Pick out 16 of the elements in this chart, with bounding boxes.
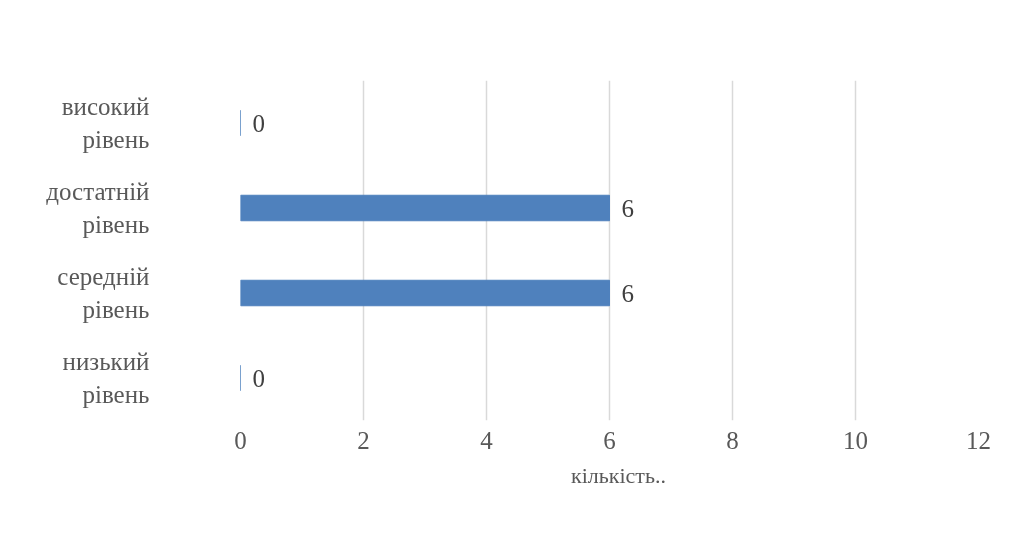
y-tick-label: високий рівень [61, 93, 150, 153]
text: кількість.. [570, 463, 667, 489]
x-tick-label: 6 [603, 426, 616, 454]
data-label: 0 [252, 364, 265, 392]
x-tick-label: 4 [480, 426, 494, 454]
x-tick-label: 10 [843, 426, 868, 454]
x-tick-label: 8 [726, 426, 739, 454]
data-label: 6 [621, 279, 634, 307]
data-label: 6 [621, 194, 634, 222]
x-tick-label: 0 [234, 426, 247, 454]
x-tick-label: 2 [357, 426, 370, 454]
y-tick-label: низький рівень [62, 348, 150, 408]
x-tick-label: 12 [966, 426, 991, 454]
data-label: 0 [252, 109, 265, 137]
y-tick-label: достатній рівень [46, 178, 150, 238]
y-tick-label: середній рівень [57, 263, 150, 323]
